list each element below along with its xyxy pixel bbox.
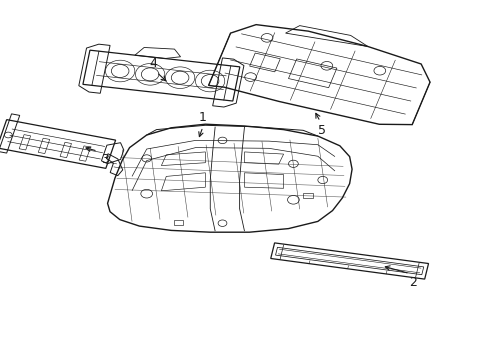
Text: 5: 5 [317,124,325,137]
Text: 4: 4 [149,57,157,70]
Text: 2: 2 [408,276,416,289]
Text: 3: 3 [101,153,109,166]
Text: 1: 1 [199,111,206,124]
